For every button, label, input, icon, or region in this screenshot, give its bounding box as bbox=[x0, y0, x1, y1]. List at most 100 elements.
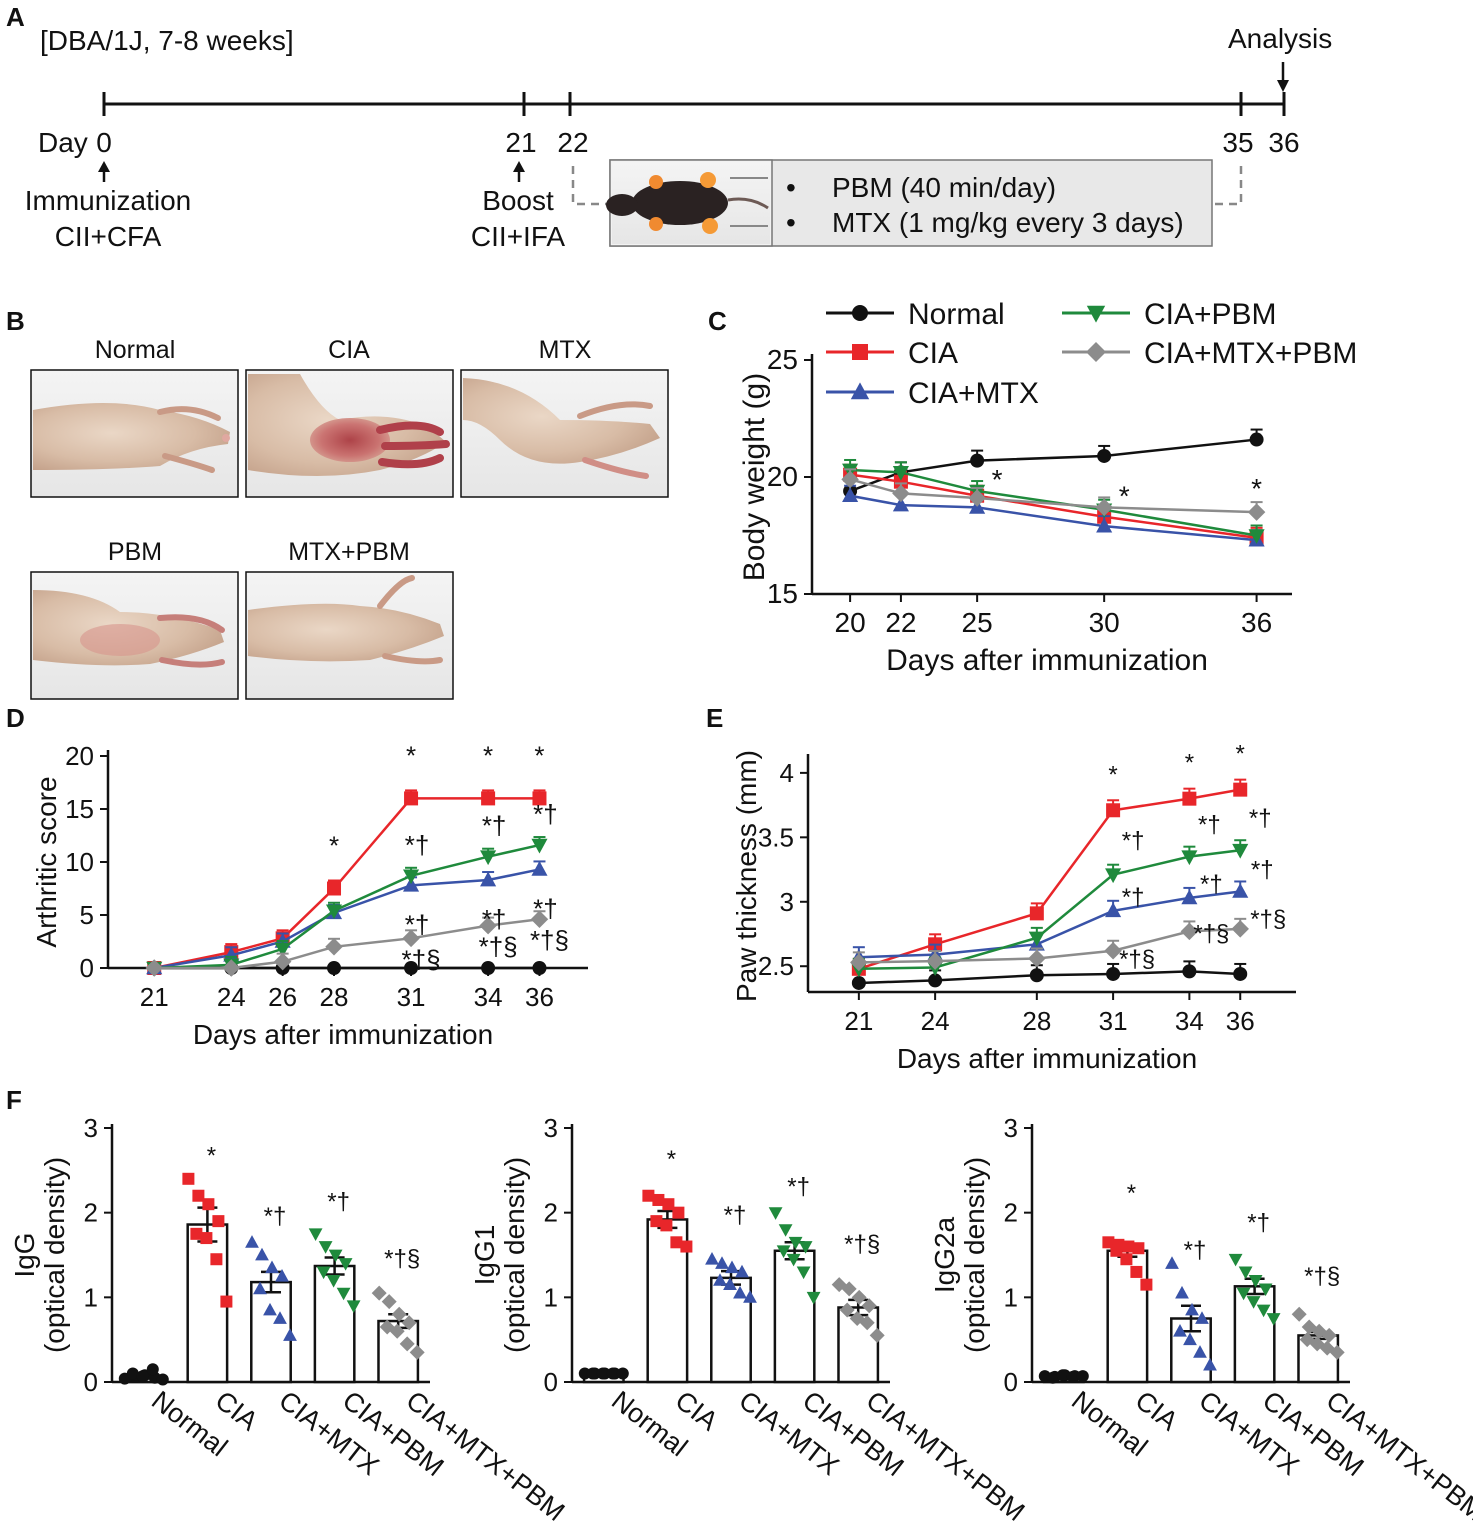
data-point bbox=[776, 1245, 791, 1258]
data-point bbox=[786, 1253, 801, 1267]
panel-label-f: F bbox=[6, 1085, 22, 1115]
x-tick-label: 36 bbox=[1226, 1006, 1255, 1036]
legend-label-2: CIA+MTX bbox=[908, 377, 1039, 410]
data-point bbox=[182, 1172, 195, 1185]
data-point bbox=[200, 1232, 213, 1245]
significance-marker: *† bbox=[533, 799, 558, 829]
y-axis-label-unit: (optical density) bbox=[959, 1157, 990, 1353]
data-point bbox=[1329, 1344, 1345, 1360]
y-axis-label: IgG1 bbox=[469, 1225, 500, 1286]
x-tick-label: 22 bbox=[885, 607, 916, 638]
data-point bbox=[1120, 1253, 1133, 1266]
legend-marker-2 bbox=[850, 382, 870, 400]
data-point bbox=[660, 1219, 673, 1232]
y-tick-label: 2 bbox=[84, 1198, 98, 1228]
y-tick-label: 1 bbox=[84, 1282, 98, 1312]
data-point bbox=[798, 1241, 813, 1254]
y-axis-label-unit: (optical density) bbox=[499, 1157, 530, 1353]
data-point bbox=[1238, 1266, 1253, 1280]
data-point bbox=[1104, 942, 1122, 960]
data-point bbox=[255, 1247, 269, 1261]
significance-marker: *†§ bbox=[1119, 946, 1155, 973]
significance-marker: *†§ bbox=[1193, 920, 1229, 947]
data-point bbox=[409, 1344, 425, 1360]
data-point bbox=[328, 1249, 343, 1263]
y-tick-label: 15 bbox=[65, 794, 94, 824]
photo-label-mtxpbm: MTX+PBM bbox=[288, 538, 410, 566]
x-tick-label: 24 bbox=[217, 982, 246, 1012]
significance-marker: * bbox=[534, 740, 544, 770]
data-point bbox=[806, 1291, 821, 1305]
data-point bbox=[1258, 1283, 1273, 1297]
data-point bbox=[1203, 1357, 1217, 1371]
treatment-bullet-2: • bbox=[786, 207, 796, 238]
series-cia-mtx-pbm bbox=[841, 468, 1266, 521]
y-tick-label: 0 bbox=[1004, 1367, 1018, 1397]
boost-sub-label: CII+IFA bbox=[471, 221, 565, 252]
bar bbox=[250, 1280, 292, 1384]
data-point bbox=[723, 1277, 737, 1291]
analysis-label: Analysis bbox=[1228, 23, 1332, 54]
y-tick-label: 1 bbox=[544, 1282, 558, 1312]
data-point bbox=[892, 496, 909, 512]
y-axis-label: IgG2a bbox=[929, 1216, 960, 1293]
data-point bbox=[399, 1336, 415, 1352]
data-point bbox=[1256, 1304, 1271, 1318]
data-point bbox=[839, 1302, 855, 1318]
legend-label-3: CIA+PBM bbox=[1144, 298, 1277, 331]
data-point bbox=[1236, 1287, 1251, 1301]
y-tick-label: 15 bbox=[767, 578, 798, 609]
data-point bbox=[190, 1227, 203, 1240]
significance-marker: *† bbox=[1249, 805, 1272, 832]
x-tick-label: 36 bbox=[525, 982, 554, 1012]
y-tick-label: 0 bbox=[84, 1367, 98, 1397]
data-point bbox=[1249, 432, 1264, 447]
data-point bbox=[481, 791, 496, 806]
data-point bbox=[404, 961, 419, 975]
data-point bbox=[480, 871, 497, 887]
significance-marker: *† bbox=[1198, 812, 1221, 839]
data-point bbox=[1132, 1242, 1145, 1255]
data-point bbox=[210, 1253, 223, 1266]
significance-marker: *†§ bbox=[402, 944, 441, 974]
series-cia bbox=[851, 778, 1248, 976]
data-point bbox=[1122, 1240, 1135, 1253]
strain-label: [DBA/1J, 7-8 weeks] bbox=[40, 25, 294, 56]
series-normal bbox=[851, 960, 1248, 990]
significance-marker: *† bbox=[405, 830, 430, 860]
x-tick-label: 28 bbox=[1022, 1006, 1051, 1036]
x-tick-label: 25 bbox=[962, 607, 993, 638]
paw-photo-cia bbox=[245, 369, 454, 498]
data-point bbox=[970, 453, 985, 468]
data-point bbox=[1105, 902, 1122, 918]
significance-marker: * bbox=[483, 740, 493, 770]
data-point bbox=[1180, 922, 1199, 941]
y-axis-label: Body weight (g) bbox=[738, 373, 771, 581]
data-point bbox=[403, 869, 420, 885]
data-point bbox=[274, 942, 291, 958]
treatment-bracket-left bbox=[571, 166, 610, 206]
y-tick-label: 3 bbox=[84, 1113, 98, 1143]
legend-label-1: CIA bbox=[908, 337, 958, 370]
significance-marker: *† bbox=[1247, 1210, 1270, 1237]
data-point bbox=[245, 1235, 259, 1248]
data-point bbox=[1182, 791, 1197, 806]
x-tick-label: 21 bbox=[844, 1006, 873, 1036]
paw-photo-mtx bbox=[460, 369, 669, 498]
x-tick-label: 31 bbox=[397, 982, 426, 1012]
day-tick-21: 21 bbox=[505, 127, 536, 158]
x-tick-label: 30 bbox=[1089, 607, 1120, 638]
data-point bbox=[381, 1294, 397, 1310]
legend-marker-4 bbox=[1086, 342, 1106, 362]
paw-photo-mtxpbm bbox=[245, 571, 454, 700]
treatment-mtx: MTX (1 mg/kg every 3 days) bbox=[832, 207, 1184, 238]
y-tick-label: 5 bbox=[80, 900, 94, 930]
legend-marker-1 bbox=[852, 344, 868, 360]
y-tick-label: 3.5 bbox=[758, 822, 794, 852]
data-point bbox=[596, 1367, 609, 1380]
data-point bbox=[892, 484, 910, 503]
y-tick-label: 20 bbox=[65, 741, 94, 771]
data-point bbox=[670, 1236, 683, 1249]
